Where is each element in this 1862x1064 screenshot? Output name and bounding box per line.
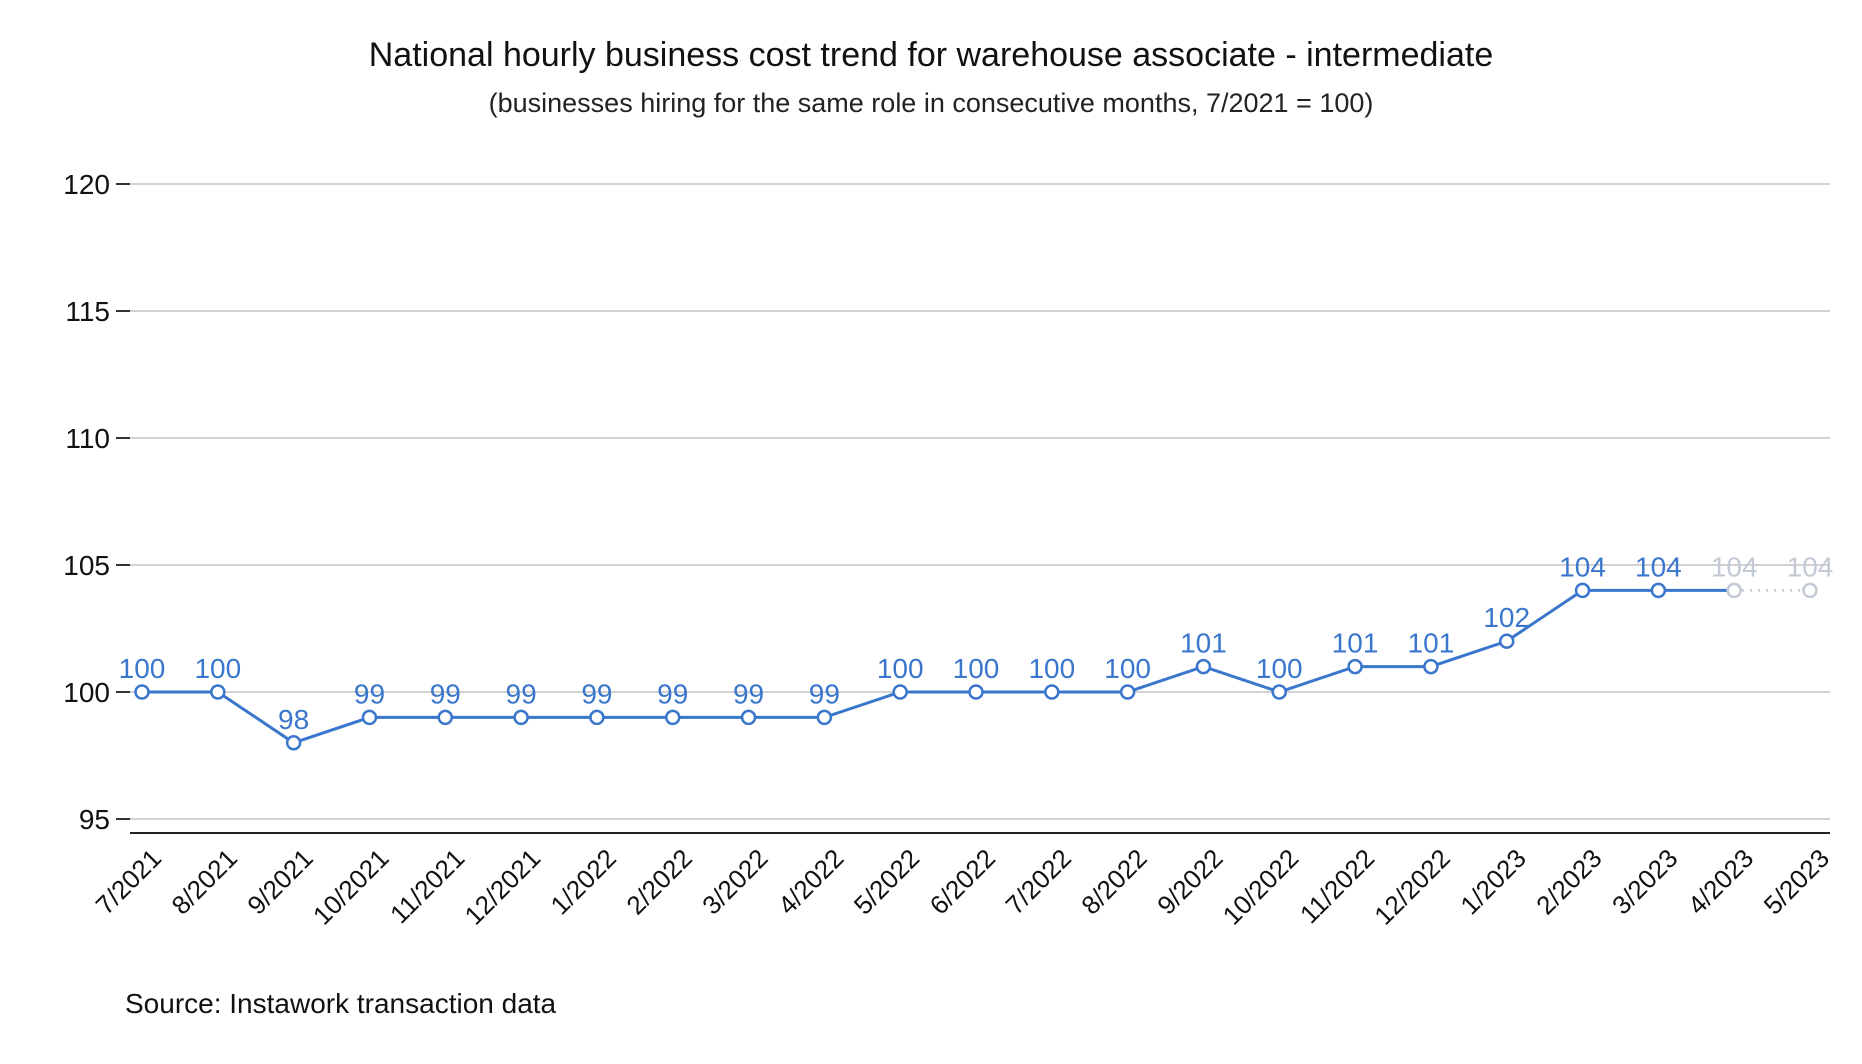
- x-tick-label: 6/2022: [924, 843, 1001, 920]
- data-point: [210, 684, 226, 700]
- series-line: [142, 588, 1810, 745]
- x-tick-label: 12/2022: [1368, 843, 1456, 931]
- x-tick-label: 4/2023: [1682, 843, 1759, 920]
- x-tick-label: 3/2022: [696, 843, 773, 920]
- data-labels: 100 100 98 99 99 99 99 99 99 99 100 100 100 100 101 100…: [119, 551, 1834, 734]
- data-point: [968, 684, 984, 700]
- x-tick-label: 11/2022: [1294, 843, 1380, 929]
- x-tick-label: 12/2021: [459, 843, 547, 931]
- data-label: 100: [194, 653, 241, 684]
- data-label: 101: [1180, 628, 1227, 659]
- data-point: [134, 684, 150, 700]
- x-tick-label: 2/2023: [1530, 843, 1607, 920]
- data-label: 102: [1483, 602, 1530, 633]
- data-label: 100: [1104, 653, 1151, 684]
- data-label: 100: [953, 653, 1000, 684]
- data-label: 99: [506, 678, 537, 709]
- gridlines: [130, 183, 1830, 820]
- data-label: 104: [1635, 551, 1682, 582]
- series-line-solid: [142, 588, 1735, 745]
- data-point: [589, 709, 605, 726]
- data-point: [1271, 684, 1288, 700]
- data-point: [892, 684, 908, 700]
- source-note: Source: Instawork transaction data: [125, 988, 557, 1019]
- x-tick-label: 2/2022: [620, 843, 697, 920]
- data-point: [285, 735, 302, 751]
- data-point: [816, 709, 833, 726]
- data-point: [1347, 658, 1363, 675]
- data-point: [1044, 684, 1060, 700]
- data-label: 100: [119, 653, 166, 684]
- x-tick-label: 11/2021: [384, 843, 470, 929]
- y-tick-label: 115: [65, 296, 110, 327]
- data-point: [1119, 684, 1136, 700]
- y-tick-label: 110: [65, 423, 110, 454]
- x-tick-label: 5/2022: [848, 843, 925, 920]
- x-tick-label: 1/2023: [1454, 843, 1531, 920]
- chart-subtitle: (businesses hiring for the same role in …: [488, 88, 1374, 118]
- data-label: 100: [1256, 653, 1303, 684]
- data-label: 100: [1028, 653, 1075, 684]
- y-axis: 95 100 105 110 115 120: [63, 169, 130, 835]
- x-tick-label: 7/2022: [999, 843, 1076, 920]
- data-point: [664, 709, 681, 726]
- x-axis: 7/20218/20219/202110/202111/202112/20211…: [90, 832, 1835, 931]
- chart-title: National hourly business cost trend for …: [368, 36, 1494, 74]
- x-tick-label: 5/2023: [1758, 843, 1835, 920]
- data-label: 99: [657, 678, 688, 709]
- x-tick-label: 4/2022: [772, 843, 849, 920]
- data-point: [1195, 658, 1212, 675]
- x-tick-label: 7/2021: [90, 843, 167, 920]
- x-tick-label: 1/2022: [545, 843, 622, 920]
- data-point: [361, 709, 378, 726]
- y-tick-label: 95: [79, 804, 110, 835]
- series-points: [134, 582, 1818, 751]
- y-tick-label: 100: [63, 677, 110, 708]
- data-label: 101: [1332, 628, 1379, 659]
- data-point: [513, 709, 529, 726]
- data-label: 99: [430, 678, 461, 709]
- data-label: 101: [1408, 628, 1455, 659]
- data-point: [1574, 582, 1591, 599]
- data-label: 99: [809, 678, 840, 709]
- x-tick-label: 8/2021: [165, 843, 242, 920]
- data-label: 104: [1787, 551, 1834, 582]
- data-label: 99: [354, 678, 385, 709]
- y-tick-label: 120: [63, 169, 110, 200]
- data-point: [1802, 582, 1818, 599]
- y-tick-label: 105: [63, 550, 110, 581]
- data-label: 99: [733, 678, 764, 709]
- data-point: [1423, 658, 1439, 675]
- data-label: 100: [877, 653, 924, 684]
- data-label: 104: [1559, 551, 1606, 582]
- data-point: [437, 709, 454, 726]
- data-point: [740, 709, 757, 726]
- x-tick-label: 8/2022: [1075, 843, 1152, 920]
- data-point: [1650, 582, 1667, 599]
- x-tick-label: 10/2021: [307, 843, 395, 931]
- data-label: 104: [1711, 551, 1758, 582]
- data-point: [1726, 582, 1742, 599]
- data-point: [1498, 633, 1515, 649]
- x-tick-label: 3/2023: [1606, 843, 1683, 920]
- data-label: 98: [278, 704, 309, 735]
- x-tick-label: 10/2022: [1217, 843, 1305, 931]
- data-label: 99: [581, 678, 612, 709]
